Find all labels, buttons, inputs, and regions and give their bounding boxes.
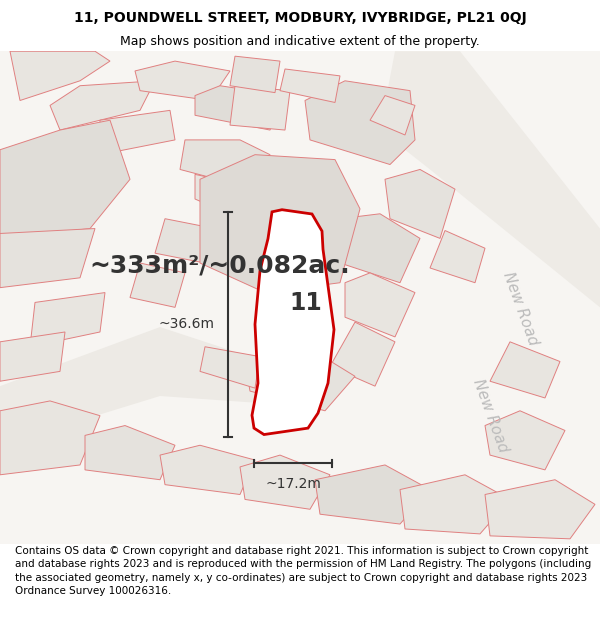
- Polygon shape: [305, 81, 415, 164]
- Polygon shape: [135, 61, 230, 101]
- Text: ~36.6m: ~36.6m: [158, 318, 214, 331]
- Text: ~333m²/~0.082ac.: ~333m²/~0.082ac.: [89, 253, 350, 278]
- Polygon shape: [0, 332, 65, 381]
- Polygon shape: [485, 480, 595, 539]
- Polygon shape: [340, 214, 420, 282]
- Polygon shape: [10, 51, 110, 101]
- Polygon shape: [330, 322, 395, 386]
- Polygon shape: [252, 210, 334, 434]
- Polygon shape: [0, 120, 130, 238]
- Polygon shape: [200, 347, 260, 388]
- Text: New Road: New Road: [500, 269, 540, 347]
- Polygon shape: [245, 352, 355, 411]
- Polygon shape: [100, 111, 175, 154]
- Polygon shape: [230, 56, 280, 92]
- Polygon shape: [380, 51, 600, 308]
- Polygon shape: [195, 86, 285, 130]
- Polygon shape: [160, 445, 255, 494]
- Polygon shape: [240, 455, 330, 509]
- Polygon shape: [370, 96, 415, 135]
- Polygon shape: [490, 342, 560, 398]
- Polygon shape: [130, 263, 185, 308]
- Polygon shape: [0, 327, 300, 445]
- Polygon shape: [0, 51, 600, 544]
- Polygon shape: [385, 169, 455, 238]
- Polygon shape: [50, 81, 155, 130]
- Polygon shape: [485, 411, 565, 470]
- Text: Map shows position and indicative extent of the property.: Map shows position and indicative extent…: [120, 35, 480, 48]
- Polygon shape: [180, 140, 270, 189]
- Text: 11: 11: [290, 291, 323, 315]
- Polygon shape: [315, 465, 430, 524]
- Text: Contains OS data © Crown copyright and database right 2021. This information is : Contains OS data © Crown copyright and d…: [15, 546, 591, 596]
- Polygon shape: [430, 231, 485, 282]
- Polygon shape: [200, 154, 360, 292]
- Polygon shape: [195, 174, 260, 219]
- Text: ~17.2m: ~17.2m: [265, 478, 321, 491]
- Polygon shape: [280, 69, 340, 102]
- Polygon shape: [155, 219, 215, 263]
- Polygon shape: [30, 292, 105, 347]
- Polygon shape: [230, 86, 290, 130]
- Polygon shape: [0, 401, 100, 475]
- Polygon shape: [400, 475, 510, 534]
- Polygon shape: [345, 273, 415, 337]
- Polygon shape: [0, 229, 95, 288]
- Polygon shape: [85, 426, 175, 480]
- Text: New Road: New Road: [470, 376, 510, 454]
- Text: 11, POUNDWELL STREET, MODBURY, IVYBRIDGE, PL21 0QJ: 11, POUNDWELL STREET, MODBURY, IVYBRIDGE…: [74, 11, 526, 25]
